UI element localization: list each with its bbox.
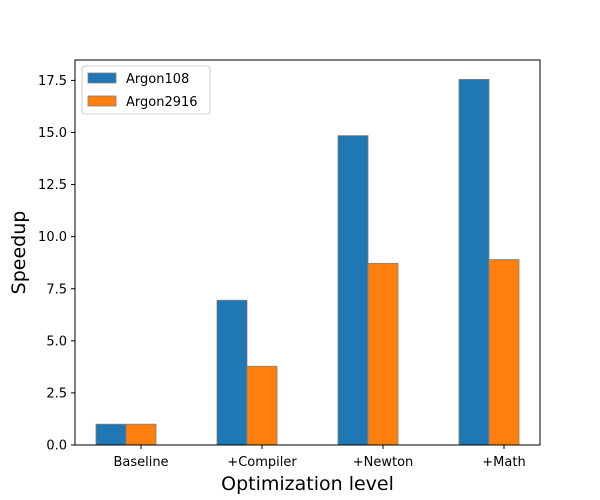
- bar-argon2916-compiler: [246, 365, 278, 446]
- y-tick-label: 10.0: [38, 230, 67, 245]
- x-tick-label: +Newton: [353, 455, 414, 470]
- bar-argon108-baseline: [95, 423, 127, 446]
- legend-swatch-argon2916: [87, 95, 117, 107]
- bar-argon108-compiler: [216, 299, 248, 446]
- x-tick-label: +Compiler: [227, 455, 297, 470]
- y-tick-label: 15.0: [38, 126, 67, 141]
- y-axis-label: Speedup: [8, 211, 30, 295]
- y-tick-label: 2.5: [46, 386, 67, 401]
- legend-label-argon2916: Argon2916: [126, 95, 198, 110]
- legend: Argon108 Argon2916: [81, 65, 211, 115]
- bar-argon2916-newton: [367, 262, 399, 446]
- x-axis: Baseline +Compiler +Newton +Math: [113, 445, 526, 470]
- y-tick-label: 17.5: [38, 74, 67, 89]
- x-tick-label: Baseline: [113, 455, 168, 470]
- bar-argon108-math: [458, 78, 490, 446]
- y-tick-label: 5.0: [46, 334, 67, 349]
- plot-frame: [74, 59, 541, 446]
- bars: [95, 78, 520, 446]
- x-tick-label: +Math: [482, 455, 525, 470]
- y-axis: 0.0 2.5 5.0 7.5 10.0 12.5 15.0 17.5: [38, 74, 75, 454]
- legend-swatch-argon108: [87, 72, 117, 84]
- x-axis-label: Optimization level: [221, 473, 394, 495]
- y-tick-label: 12.5: [38, 178, 67, 193]
- bar-argon2916-math: [488, 259, 520, 446]
- y-tick-label: 0.0: [46, 439, 67, 454]
- legend-label-argon108: Argon108: [126, 72, 189, 87]
- y-tick-label: 7.5: [46, 282, 67, 297]
- bar-argon108-newton: [337, 135, 369, 446]
- bar-argon2916-baseline: [125, 423, 157, 446]
